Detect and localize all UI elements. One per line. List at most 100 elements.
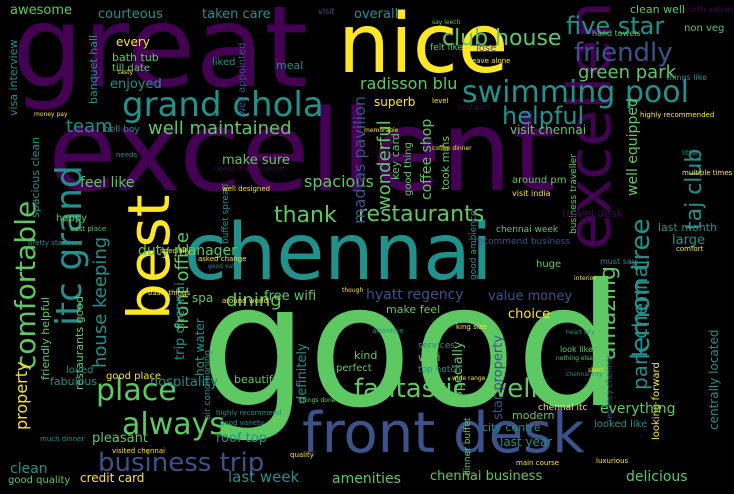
word-fabulous: fabulous — [50, 375, 98, 388]
word-dining: dining — [226, 290, 282, 311]
word-well: well — [486, 374, 538, 404]
word-feel-like: feel like — [80, 175, 135, 191]
word-attentive: attentive — [372, 327, 404, 335]
word-hand-towels: hand towels — [592, 29, 641, 38]
word-nice: nice — [338, 0, 509, 92]
word-great: great — [12, 0, 309, 113]
word-happy: happy — [56, 213, 88, 224]
word-place: place — [96, 373, 177, 408]
word-swimming-pool: swimming pool — [462, 75, 689, 110]
word-took-mins: took mins — [439, 135, 452, 190]
word-well-appointed: well appointed — [237, 42, 248, 116]
word-bell-boy: bell boy — [104, 125, 140, 135]
word-last-month: last month — [658, 221, 718, 234]
word-liked: liked — [212, 57, 236, 68]
word-short: short — [588, 367, 604, 374]
word-visit-india: visit india — [512, 189, 551, 198]
word-asked-change: asked change — [198, 255, 247, 263]
word-say-leech: say leech — [432, 19, 461, 26]
word-coffee-shop: coffee shop — [419, 118, 435, 200]
word-best-part: best part — [458, 103, 490, 111]
word-club-house: club house — [442, 26, 562, 51]
word-green-park: green park — [578, 62, 676, 83]
word-basic-things: basic things — [148, 289, 191, 297]
word-duty-manager: duty manager — [138, 243, 237, 259]
word-amazing: amazing — [596, 266, 621, 360]
word-perfect: perfect — [336, 363, 372, 374]
word-fantastic: fantastic — [354, 374, 467, 404]
word-loved: loved — [66, 365, 94, 376]
word-north-indian: north indian — [684, 5, 733, 14]
word-superb: superb — [374, 95, 416, 109]
word-specially: specially — [160, 247, 191, 255]
word-though: though — [342, 287, 364, 294]
word-luxurious: luxurious — [596, 457, 629, 465]
word-enjoyed: enjoyed — [110, 77, 162, 92]
word-friendly: friendly — [574, 38, 673, 68]
word-clean: clean — [10, 461, 48, 477]
word-clean-well: clean well — [630, 3, 685, 16]
word-memorable: memorable — [364, 127, 399, 134]
word-team: team — [66, 116, 113, 137]
word-must-say: must say — [600, 257, 637, 266]
word-huge: huge — [536, 259, 562, 270]
word-well-designed: well designed — [222, 185, 271, 193]
word-chennai-week: chennai week — [496, 225, 559, 235]
word-awesome: awesome — [10, 3, 72, 18]
word-around-pm: around pm — [512, 175, 567, 186]
word-hyatt-regency: hyatt regency — [366, 287, 464, 303]
word-top-notch: top notch — [418, 365, 462, 375]
word-tasty: tasty — [118, 69, 134, 76]
word-front-desk: front desk — [302, 401, 585, 466]
word-needs-improvement: needs improvement — [214, 165, 285, 173]
word-value-money: value money — [488, 289, 573, 304]
word-madras-pavilion: madras pavilion — [350, 95, 369, 224]
word-recommend-business: recommend business — [474, 237, 571, 247]
word-helpful: helpful — [502, 102, 585, 130]
word-excellent: excellent — [48, 87, 556, 217]
word-lose: lose — [476, 43, 497, 54]
word-star-property: star property — [491, 335, 506, 420]
word-credit-card: credit card — [80, 471, 145, 485]
word-looked-like: looked like — [594, 419, 648, 430]
word-thank: thank — [274, 203, 337, 228]
word-business-trip: business trip — [98, 448, 265, 478]
word-last-year: last year — [500, 435, 553, 449]
word-around-world: around world — [222, 297, 269, 305]
word-highly-recommended: highly recommended — [640, 111, 715, 119]
word-overall: overall — [354, 7, 399, 22]
word-main-course: main course — [516, 459, 560, 467]
word-king-size: king size — [456, 323, 487, 331]
word-needs: needs — [116, 151, 138, 159]
word-roof-top: roof top — [216, 431, 267, 446]
word-taken-care: taken care — [202, 7, 271, 22]
word-beautiful: beautiful — [234, 373, 283, 386]
word-large: large — [672, 233, 705, 248]
word-meal: meal — [276, 59, 304, 72]
word-level: level — [432, 97, 449, 105]
word-courteous: courteous — [98, 7, 163, 22]
word-best-place: best place — [70, 225, 107, 233]
word-interior: interior — [574, 275, 596, 282]
word-restaurants: restaurants — [358, 202, 485, 227]
word-good-variety: good variety — [220, 419, 265, 427]
word-things-done: things done — [300, 397, 336, 404]
word-amenities: amenities — [332, 471, 401, 487]
word-coffee-dinner: coffee dinner — [432, 145, 472, 152]
word-bath-tub: bath tub — [112, 51, 159, 64]
word-spacious-clean: spacious clean — [29, 136, 42, 218]
word-choice: choice — [508, 307, 551, 322]
word-city-centre: city centre — [482, 421, 541, 434]
word-hospitality: hospitality — [150, 375, 218, 390]
word-business-traveller: business traveller — [569, 154, 579, 234]
word-pretty-standard: pretty standard — [28, 239, 83, 247]
word-things-like: things like — [666, 73, 708, 82]
word-spacious: spacious — [304, 172, 374, 191]
word-comfort: comfort — [676, 245, 704, 253]
word-highly-recommend: highly recommend — [216, 409, 282, 417]
word-centrally-located: centrally located — [707, 329, 721, 431]
word-chennai-business: chennai business — [430, 469, 543, 484]
word-free-wifi: free wifi — [264, 289, 317, 304]
word-property: property — [12, 361, 31, 431]
